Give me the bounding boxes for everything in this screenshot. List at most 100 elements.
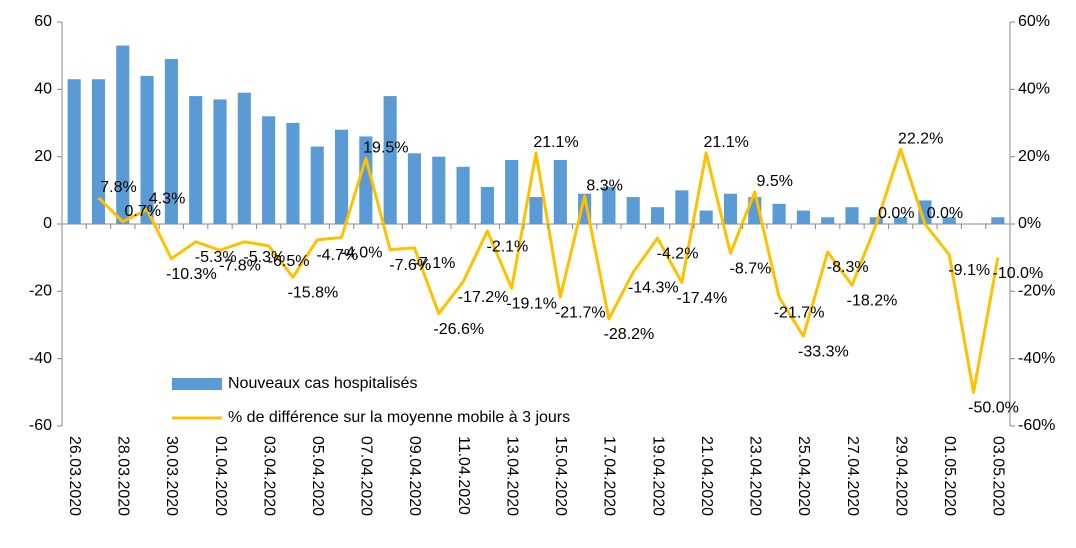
y2-tick-label: 40% [1018,81,1050,98]
bar [407,153,422,224]
data-label: 4.3% [149,191,185,208]
bar [140,75,154,224]
x-tick-label: 23.04.2020 [747,436,764,516]
bar [262,116,276,224]
bar [553,160,567,224]
data-label: -8.3% [827,259,869,276]
x-tick-label: 21.04.2020 [698,436,715,516]
x-tick-label: 07.04.2020 [358,436,375,516]
data-label: -19.1% [506,296,557,313]
bar [821,217,835,224]
data-label: -7.1% [414,255,456,272]
x-tick-label: 11.04.2020 [455,436,472,515]
y2-tick-label: -40% [1018,350,1055,367]
data-label: -4.2% [657,245,699,262]
x-tick-label: 03.04.2020 [260,436,277,516]
data-label: -17.2% [458,289,509,306]
data-label: -21.7% [555,304,606,321]
data-label: -5.3% [243,249,285,266]
data-label: 9.5% [757,173,793,190]
x-tick-label: 03.05.2020 [990,436,1007,516]
bar [480,186,494,224]
bar [675,190,689,224]
x-tick-label: 25.04.2020 [795,436,812,516]
bar [359,136,373,224]
data-label: -10.3% [166,266,217,283]
x-tick-label: 15.04.2020 [552,436,569,516]
bar [650,207,665,224]
data-label: 0.0% [927,205,963,222]
bar [456,166,470,224]
y-tick-label: 0 [43,215,52,232]
data-label: -15.8% [288,284,339,301]
y-tick-label: -60 [29,417,52,434]
y-tick-label: 40 [34,81,52,98]
data-label: -18.2% [847,292,898,309]
bar [164,59,178,225]
data-label: -26.6% [433,321,484,338]
bar [796,210,810,224]
data-label: -10.0% [992,265,1043,282]
x-tick-label: 01.04.2020 [212,436,229,516]
data-label: -14.3% [628,279,679,296]
data-label: 19.5% [363,140,408,157]
bar [383,96,397,224]
data-label: -21.7% [774,304,825,321]
bar [602,186,616,224]
bar [91,79,106,224]
data-label: -7.8% [219,257,261,274]
data-label: -4.7% [316,247,358,264]
bar [334,129,349,224]
x-tick-label: 28.03.2020 [115,436,132,516]
y2-tick-label: -20% [1018,283,1055,300]
bar [310,146,324,224]
bar [67,79,81,224]
bar [189,96,203,224]
x-tick-label: 17.04.2020 [601,436,618,516]
data-label: 22.2% [898,130,943,147]
data-label: -7.6% [389,257,431,274]
bar [845,207,859,224]
data-label: 8.3% [586,177,622,194]
y2-tick-label: -60% [1018,417,1055,434]
x-tick-label: 30.03.2020 [163,436,180,516]
y-tick-label: 20 [34,148,52,165]
y2-tick-label: 20% [1018,148,1050,165]
x-tick-label: 19.04.2020 [649,436,666,516]
y-tick-label: -40 [29,350,52,367]
data-label: -9.1% [948,262,990,279]
data-label: 7.8% [100,179,136,196]
legend-label: % de différence sur la moyenne mobile à … [228,409,570,426]
bar [529,197,543,224]
x-tick-label: 01.05.2020 [941,436,958,516]
y-tick-label: 60 [34,13,52,30]
x-tick-label: 29.04.2020 [892,436,909,516]
legend-swatch [172,378,222,390]
x-tick-label: 27.04.2020 [844,436,861,516]
bar [942,217,956,224]
data-label: -50.0% [968,400,1019,417]
data-label: -17.4% [676,290,727,307]
y-tick-label: -20 [29,283,52,300]
legend-label: Nouveaux cas hospitalisés [228,375,417,392]
data-label: 0.7% [125,203,161,220]
bar [116,45,130,224]
bar [772,203,786,224]
data-label: -33.3% [798,343,849,360]
bar [626,197,640,224]
bar [723,193,738,224]
bar [894,217,908,224]
data-label: -4.0% [341,245,383,262]
bar [286,123,300,224]
x-tick-label: 05.04.2020 [309,436,326,516]
data-label: 21.1% [533,134,578,151]
data-label: -6.5% [268,253,310,270]
y2-tick-label: 60% [1018,13,1050,30]
y2-tick-label: 0% [1018,215,1041,232]
data-label: -28.2% [604,326,655,343]
bar [432,156,446,224]
data-label: -2.1% [486,238,528,255]
bar [213,99,227,224]
bar [505,160,519,224]
